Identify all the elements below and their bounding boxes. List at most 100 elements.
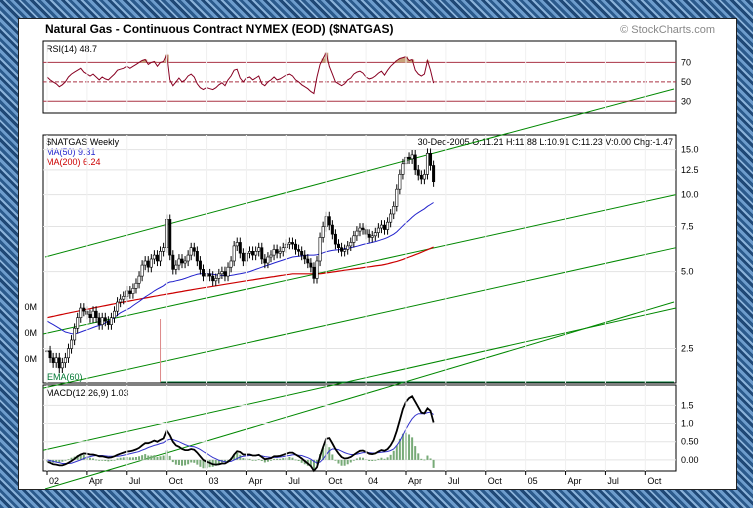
price-candle (189, 247, 193, 256)
price-candle (174, 264, 178, 270)
price-candle (266, 256, 270, 264)
price-candle (229, 260, 233, 268)
price-candle (171, 254, 175, 270)
price-tick-label: 2.5 (681, 344, 694, 354)
price-candle (82, 307, 86, 312)
macd-histogram-bar (392, 450, 395, 460)
macd-histogram-bar (420, 458, 423, 460)
macd-histogram-bar (82, 454, 85, 460)
price-candle (241, 252, 245, 262)
x-tick-label: Apr (248, 476, 262, 486)
price-candle (358, 227, 362, 232)
price-candle (318, 237, 322, 262)
macd-histogram-bar (389, 454, 392, 460)
price-candle (303, 254, 307, 260)
x-tick-label: Apr (568, 476, 582, 486)
channel-line (44, 88, 675, 258)
price-candle (401, 163, 405, 175)
price-candle (395, 188, 399, 207)
macd-histogram-bar (122, 457, 125, 460)
x-tick-label: Oct (328, 476, 343, 486)
macd-histogram-bar (266, 459, 269, 462)
price-candle (116, 301, 120, 312)
macd-histogram-bar (159, 456, 162, 460)
x-tick-label: Oct (169, 476, 184, 486)
chart-panel: Natural Gas - Continuous Contract NYMEX … (18, 18, 737, 490)
price-candle (235, 242, 239, 247)
macd-histogram-bar (273, 458, 276, 460)
price-candle (260, 247, 264, 260)
macd-histogram-bar (101, 459, 104, 461)
price-candle (177, 258, 181, 266)
price-candle (422, 174, 426, 180)
macd-histogram-bar (316, 459, 319, 465)
macd-histogram-bar (153, 455, 156, 460)
macd-histogram-bar (371, 459, 374, 461)
x-tick-label: Jul (288, 476, 300, 486)
price-candle (54, 357, 58, 364)
price-tick-label: 5.0 (681, 267, 694, 277)
macd-histogram-bar (196, 459, 199, 465)
macd-histogram-bar (312, 459, 315, 470)
x-tick-label: 02 (49, 476, 59, 486)
price-candle (333, 233, 337, 245)
macd-histogram-bar (288, 457, 291, 460)
price-candle (66, 348, 70, 359)
price-candle (309, 262, 313, 268)
macd-histogram-bar (401, 433, 404, 460)
price-candle (281, 247, 285, 252)
price-candle (106, 320, 110, 325)
macd-histogram-bar (432, 459, 435, 468)
macd-histogram-bar (328, 447, 331, 460)
macd-histogram-bar (380, 457, 383, 460)
macd-histogram-bar (187, 459, 190, 465)
price-candle (361, 227, 365, 230)
rsi-overbought-fill (143, 59, 148, 63)
macd-histogram-bar (346, 459, 349, 465)
macd-tick-label: 0.00 (681, 455, 699, 465)
macd-histogram-bar (223, 459, 226, 462)
price-candle (398, 174, 402, 190)
price-candle (159, 251, 163, 262)
price-candle (278, 251, 282, 254)
price-candle (419, 174, 423, 180)
macd-histogram-bar (279, 458, 282, 460)
macd-histogram-bar (282, 458, 285, 460)
price-candle (290, 242, 294, 245)
price-candle (312, 266, 316, 279)
chart-title: Natural Gas - Continuous Contract NYMEX … (45, 22, 393, 36)
price-candle (367, 233, 371, 238)
macd-histogram-bar (248, 458, 251, 460)
price-candle (272, 249, 276, 256)
rsi-tick-label: 30 (681, 96, 691, 106)
watermark: © StockCharts.com (620, 24, 715, 36)
price-candle (113, 310, 117, 319)
price-candle (198, 260, 202, 270)
price-candle (79, 307, 83, 319)
macd-histogram-bar (184, 459, 187, 466)
macd-histogram-bar (233, 454, 236, 460)
ma50-label: MA(50) 9.31 (46, 147, 96, 157)
price-candle (315, 260, 319, 279)
price-candle (327, 216, 331, 226)
macd-histogram-bar (70, 457, 73, 460)
macd-histogram-bar (260, 459, 263, 461)
price-candle (413, 154, 417, 171)
macd-histogram-bar (116, 458, 119, 460)
x-tick-label: Oct (488, 476, 503, 486)
price-candle (76, 317, 80, 329)
macd-histogram-bar (300, 459, 303, 463)
macd-histogram-bar (141, 455, 144, 460)
macd-histogram-bar (377, 458, 380, 460)
price-candle (211, 275, 215, 282)
ma200-label: MA(200) 6.24 (46, 157, 101, 167)
macd-histogram-bar (107, 459, 110, 462)
rsi-panel: RSI(14) 48.7 (42, 40, 677, 114)
macd-histogram-bar (251, 459, 254, 461)
price-tick-label: 7.5 (681, 222, 694, 232)
x-tick-label: 03 (209, 476, 219, 486)
macd-histogram-bar (150, 455, 153, 460)
price-candle (88, 314, 92, 319)
volume-label: 0M (24, 354, 37, 364)
